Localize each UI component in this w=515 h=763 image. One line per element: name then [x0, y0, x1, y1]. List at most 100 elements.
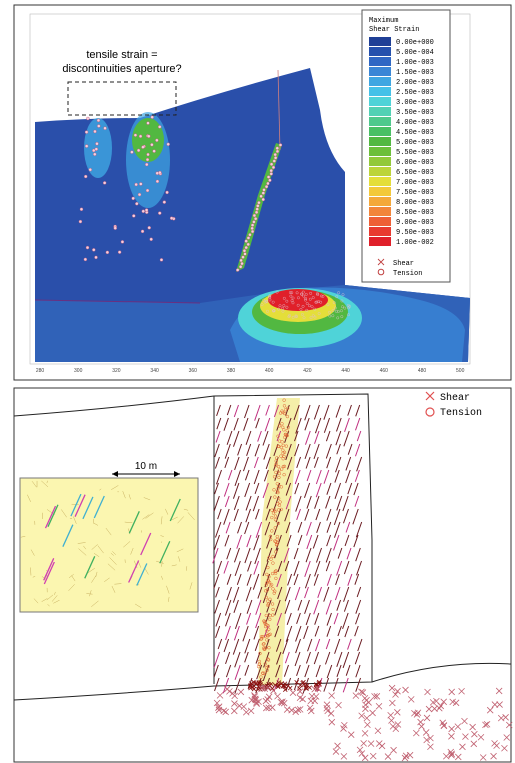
legend-label: 7.00e-003 [396, 179, 434, 187]
tension-point [256, 204, 259, 207]
legend-swatch [369, 217, 391, 226]
tension-point [132, 197, 135, 200]
tension-point [265, 185, 268, 188]
tension-point [150, 143, 153, 146]
tension-point [274, 153, 277, 156]
legend-title: Maximum [369, 17, 398, 25]
legend-label: 6.00e-003 [396, 159, 434, 167]
tension-point [95, 142, 98, 145]
tension-point [251, 224, 254, 227]
tension-point [114, 227, 117, 230]
legend-swatch [369, 57, 391, 66]
tension-point [240, 259, 243, 262]
legend-swatch [369, 37, 391, 46]
tension-point [160, 258, 163, 261]
legend-label: 5.50e-003 [396, 149, 434, 157]
legend-label: 3.50e-003 [396, 109, 434, 117]
tension-point [95, 256, 98, 259]
tension-point [85, 131, 88, 134]
tension-point [145, 163, 148, 166]
x-tick-label: 340 [150, 368, 159, 374]
tension-point [241, 262, 244, 265]
tension-point [272, 166, 275, 169]
legend-swatch [369, 117, 391, 126]
x-tick-label: 360 [189, 368, 198, 374]
tension-point [251, 227, 254, 230]
tension-point [166, 191, 169, 194]
tension-point [262, 198, 265, 201]
tension-point [86, 246, 89, 249]
legend-swatch [369, 167, 391, 176]
tension-point [251, 230, 254, 233]
legend-swatch [369, 177, 391, 186]
legend-label: 9.00e-003 [396, 219, 434, 227]
legend-label: 8.00e-003 [396, 199, 434, 207]
tension-point [276, 150, 279, 153]
tension-point [139, 182, 142, 185]
x-tick-label: 440 [341, 368, 350, 374]
legend-label: 0.00e+000 [396, 39, 434, 47]
tension-point [270, 172, 273, 175]
legend-swatch [369, 147, 391, 156]
tension-point [135, 202, 138, 205]
legend-label: 7.50e-003 [396, 189, 434, 197]
tension-point [255, 211, 258, 214]
legend-label: 4.00e-003 [396, 119, 434, 127]
tension-point [155, 139, 158, 142]
tension-point [268, 179, 271, 182]
tension-point [156, 180, 159, 183]
legend-swatch [369, 67, 391, 76]
tension-point [80, 208, 83, 211]
x-tick-label: 420 [303, 368, 312, 374]
x-tick-label: 320 [112, 368, 121, 374]
tension-point [239, 265, 242, 268]
legend-swatch [369, 227, 391, 236]
legend-swatch [369, 237, 391, 246]
legend-label: Shear [393, 260, 414, 268]
tension-point [256, 208, 259, 211]
tension-point [79, 220, 82, 223]
tension-point [84, 258, 87, 261]
tension-point [273, 160, 276, 163]
annotation: tensile strain = [86, 49, 157, 61]
tension-point [254, 217, 257, 220]
legend-label: Shear [440, 392, 470, 404]
tension-point [104, 127, 107, 130]
tension-point [139, 135, 142, 138]
tension-point [158, 125, 161, 128]
tension-point [150, 238, 153, 241]
legend-swatch [369, 187, 391, 196]
x-tick-label: 400 [265, 368, 274, 374]
legend-label: 1.00e-002 [396, 239, 434, 247]
tension-point [145, 209, 148, 212]
tension-point [153, 150, 156, 153]
x-tick-label: 500 [456, 368, 465, 374]
figure: tensile strain = discontinuities apertur… [0, 0, 515, 763]
tension-point [84, 175, 87, 178]
legend-label: 5.00e-003 [396, 139, 434, 147]
tension-point [86, 117, 89, 120]
legend-swatch [369, 157, 391, 166]
tension-point [243, 249, 246, 252]
legend-swatch [369, 47, 391, 56]
tension-point [236, 269, 239, 272]
legend-swatch [369, 77, 391, 86]
legend-swatch [369, 87, 391, 96]
x-tick-label: 480 [418, 368, 427, 374]
tension-point [138, 193, 141, 196]
x-tick-label: 300 [74, 368, 83, 374]
legend: 0.00e+0005.00e-0041.00e-0031.50e-0032.00… [369, 37, 434, 247]
tension-point [147, 135, 150, 138]
tension-point [132, 214, 135, 217]
legend-label: 8.50e-003 [396, 209, 434, 217]
tension-point [167, 143, 170, 146]
legend-swatch [369, 97, 391, 106]
tension-point [279, 144, 282, 147]
tension-point [103, 181, 106, 184]
tension-point [130, 151, 133, 154]
tension-point [267, 176, 270, 179]
tension-point [106, 251, 109, 254]
tension-point [253, 214, 256, 217]
tension-point [248, 233, 251, 236]
scale-label: 10 m [135, 461, 157, 472]
